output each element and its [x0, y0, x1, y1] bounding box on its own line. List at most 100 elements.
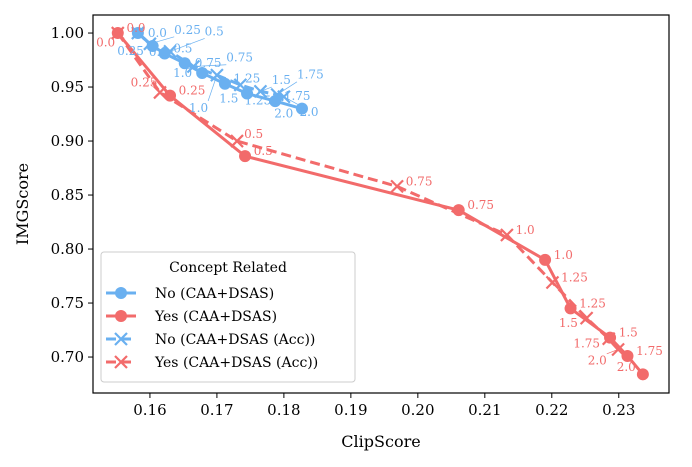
legend-item: No (CAA+DSAS (Acc)) — [106, 332, 315, 348]
x-tick-label: 0.23 — [602, 401, 635, 419]
data-point — [241, 87, 254, 100]
data-label: 0.75 — [195, 56, 222, 70]
data-labels: 0.00.250.50.751.01.251.51.752.00.00.250.… — [96, 21, 663, 374]
x-tick-label: 0.20 — [401, 401, 434, 419]
data-label: 1.5 — [219, 91, 238, 105]
data-point — [164, 89, 177, 102]
data-point — [295, 102, 308, 115]
label-leader-line — [169, 38, 205, 52]
data-point — [146, 39, 159, 52]
y-axis-label: IMGScore — [13, 163, 32, 245]
data-point — [390, 179, 404, 194]
y-tick-label: 0.90 — [51, 132, 84, 150]
data-label: 1.5 — [619, 326, 638, 340]
data-point — [636, 368, 649, 381]
data-label: 1.5 — [559, 316, 578, 330]
data-point — [604, 331, 617, 344]
data-label: 1.0 — [554, 248, 573, 262]
x-ticks: 0.16 0.17 0.18 0.19 0.20 0.21 0.22 0.23 — [133, 393, 635, 419]
y-tick-label: 0.70 — [51, 348, 84, 366]
data-label: 0.75 — [226, 51, 253, 65]
legend-item: Yes (CAA+DSAS) — [106, 309, 277, 325]
x-tick-label: 0.21 — [468, 401, 501, 419]
data-label: 0.5 — [173, 41, 192, 55]
data-label: 2.0 — [299, 105, 318, 119]
data-point — [239, 150, 252, 163]
label-leader-line — [137, 32, 150, 46]
data-point — [564, 302, 577, 315]
data-label: 2.0 — [617, 360, 636, 374]
legend-marker — [115, 287, 127, 299]
legend-title: Concept Related — [169, 260, 287, 276]
data-point — [218, 77, 231, 90]
data-label: 0.25 — [117, 44, 144, 58]
y-ticks: 0.70 0.75 0.80 0.85 0.90 0.95 1.00 — [51, 24, 93, 366]
data-point — [452, 204, 465, 217]
legend-label: No (CAA+DSAS (Acc)) — [155, 332, 315, 348]
data-point — [158, 47, 171, 60]
legend-marker — [115, 310, 127, 322]
data-label: 0.5 — [254, 144, 273, 158]
data-label: 0.75 — [406, 174, 433, 188]
legend-item: No (CAA+DSAS) — [106, 286, 274, 302]
data-label: 2.0 — [588, 354, 607, 368]
data-label: 1.25 — [561, 270, 588, 284]
legend-item: Yes (CAA+DSAS (Acc)) — [106, 355, 318, 371]
data-point — [111, 27, 124, 40]
data-label: 1.75 — [636, 344, 663, 358]
data-label: 0.5 — [244, 127, 263, 141]
series-1 — [111, 27, 649, 381]
data-label: 0.0 — [148, 26, 167, 40]
data-point — [539, 253, 552, 266]
data-point — [269, 95, 282, 108]
x-tick-label: 0.17 — [200, 401, 233, 419]
y-tick-label: 0.80 — [51, 240, 84, 258]
data-label: 0.25 — [179, 84, 206, 98]
label-leader-line — [193, 64, 227, 67]
legend: Concept Related No (CAA+DSAS) Yes (CAA+DS… — [100, 251, 356, 383]
legend-marker — [114, 355, 128, 369]
data-label: 0.0 — [96, 36, 115, 50]
data-label: 1.25 — [234, 72, 261, 86]
data-label: 1.75 — [573, 337, 600, 351]
data-label: 1.0 — [516, 223, 535, 237]
data-label: 0.25 — [131, 76, 158, 90]
series-0 — [131, 27, 308, 115]
label-leader-line — [606, 349, 619, 355]
data-label: 0.5 — [205, 24, 224, 38]
data-label: 1.25 — [579, 296, 606, 310]
x-tick-label: 0.18 — [267, 401, 300, 419]
data-label: 2.0 — [274, 107, 293, 121]
label-leader-line — [149, 36, 175, 45]
data-point — [621, 349, 634, 362]
data-label: 0.75 — [467, 198, 494, 212]
data-label: 0.0 — [126, 21, 145, 35]
data-label: 1.75 — [284, 89, 311, 103]
data-label: 1.75 — [297, 68, 324, 82]
x-tick-label: 0.22 — [535, 401, 568, 419]
label-leader-line — [207, 75, 218, 102]
label-leader-line — [283, 96, 300, 106]
series-group — [111, 26, 649, 381]
data-point — [178, 57, 191, 70]
y-tick-label: 0.75 — [51, 294, 84, 312]
legend-label: No (CAA+DSAS) — [155, 286, 274, 302]
x-tick-label: 0.16 — [133, 401, 166, 419]
legend-label: Yes (CAA+DSAS (Acc)) — [154, 355, 318, 371]
label-leader-line — [260, 86, 272, 92]
data-label: 1.0 — [173, 66, 192, 80]
legend-marker — [114, 332, 128, 346]
data-label: 0.0 — [149, 45, 168, 59]
y-tick-label: 1.00 — [51, 24, 84, 42]
y-tick-label: 0.85 — [51, 186, 84, 204]
y-tick-label: 0.95 — [51, 78, 84, 96]
legend-label: Yes (CAA+DSAS) — [154, 309, 277, 325]
data-point — [196, 66, 209, 79]
x-axis-label: ClipScore — [341, 432, 420, 451]
data-label: 1.0 — [189, 101, 208, 115]
data-label: 0.25 — [174, 23, 201, 37]
label-leader-line — [276, 81, 298, 95]
data-label: 1.5 — [272, 73, 291, 87]
x-tick-label: 0.19 — [334, 401, 367, 419]
